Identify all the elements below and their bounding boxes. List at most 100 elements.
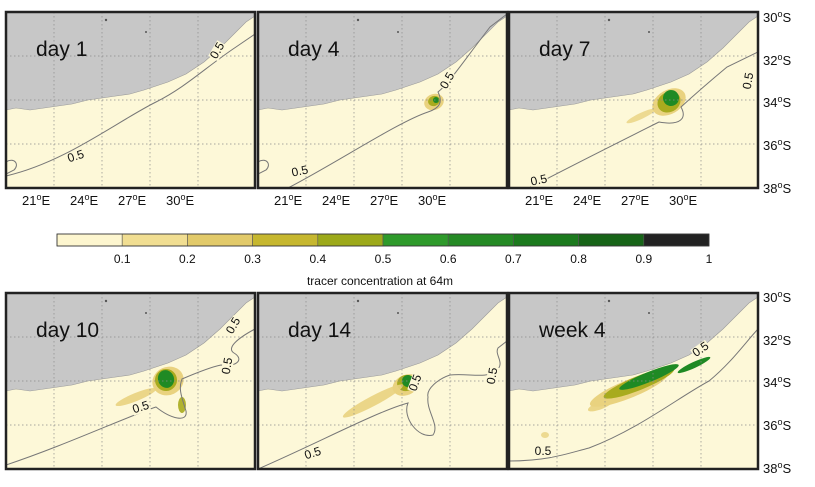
contour-label: 0.5 xyxy=(131,398,152,417)
contour-line xyxy=(287,13,507,188)
land-mass xyxy=(258,12,507,111)
panel-frame xyxy=(507,291,760,471)
island-speck xyxy=(356,18,360,22)
lat-label-top-36: 36oS xyxy=(763,137,791,153)
lon-label-p2-30: 30oE xyxy=(418,192,446,208)
colorbar-segment xyxy=(317,233,384,247)
longitude-labels: 21oE 24oE 27oE 30oE 21oE 24oE 27oE 30oE … xyxy=(22,192,697,208)
panel-frame xyxy=(4,10,257,190)
lon-label-p3-21: 21oE xyxy=(525,192,553,208)
panel-title: day 14 xyxy=(288,319,351,342)
lat-label-top-34: 34oS xyxy=(763,94,791,110)
island-speck xyxy=(648,31,650,33)
lon-label-p3-30: 30oE xyxy=(669,192,697,208)
contour-label: 0.5 xyxy=(740,71,757,90)
latitude-labels: 30oS 32oS 34oS 36oS 38oS 30oS 32oS 34oS … xyxy=(763,9,791,476)
colorbar: 0.1 0.2 0.3 0.4 0.5 0.6 0.7 0.8 0.9 1 xyxy=(56,233,713,266)
contour-label: 0.5 xyxy=(535,444,552,458)
colorbar-segment xyxy=(643,233,710,247)
panel-frame xyxy=(507,10,760,190)
lon-label-p3-27: 27oE xyxy=(621,192,649,208)
tracer-plume xyxy=(663,90,679,106)
tracer-plume xyxy=(677,356,711,374)
panel-title: week 4 xyxy=(538,319,606,342)
lat-label-bottom-36: 36oS xyxy=(763,417,791,433)
panel-title: day 4 xyxy=(288,38,340,61)
lon-label-p3-24: 24oE xyxy=(573,192,601,208)
colorbar-segment xyxy=(513,233,579,247)
tracer-plume xyxy=(157,370,175,388)
map-panel-5: 0.5 0.5 0.5 day 14 xyxy=(256,291,509,471)
panel-frame xyxy=(4,291,257,471)
colorbar-segment xyxy=(252,233,319,247)
lon-label-p1-24: 24oE xyxy=(70,192,98,208)
panel-title: day 1 xyxy=(36,38,87,61)
colorbar-segment xyxy=(382,233,449,247)
colorbar-tick-label: 0.7 xyxy=(505,252,522,266)
tracer-plume xyxy=(342,384,404,418)
land-mass xyxy=(509,293,758,392)
colorbar-tick-label: 0.2 xyxy=(179,252,196,266)
contour-label: 0.5 xyxy=(66,147,87,166)
island-speck xyxy=(356,299,360,303)
island-speck xyxy=(607,299,611,303)
colorbar-tick-label: 1 xyxy=(706,252,713,266)
colorbar-tick-label: 0.4 xyxy=(309,252,326,266)
colorbar-tick-label: 0.6 xyxy=(440,252,457,266)
contour-label: 0.5 xyxy=(529,171,549,188)
lat-label-bottom-34: 34oS xyxy=(763,374,791,390)
land-mass xyxy=(258,293,507,392)
colorbar-segment xyxy=(56,233,123,247)
tracer-plume xyxy=(619,364,679,390)
panel-title: day 7 xyxy=(539,38,590,61)
contour-label: 0.5 xyxy=(406,372,425,393)
contour-line xyxy=(6,328,255,466)
colorbar-tick-label: 0.5 xyxy=(375,252,392,266)
contour-line xyxy=(258,159,269,175)
lon-label-p1-30: 30oE xyxy=(166,192,194,208)
land-mass xyxy=(509,12,758,111)
contour-line xyxy=(6,159,17,175)
lon-label-p1-27: 27oE xyxy=(118,192,146,208)
panel-frame xyxy=(256,10,509,190)
island-speck xyxy=(104,18,108,22)
contour-label: 0.5 xyxy=(303,444,324,463)
colorbar-tick-label: 0.8 xyxy=(570,252,587,266)
lon-label-p2-27: 27oE xyxy=(370,192,398,208)
colorbar-tick-label: 0.1 xyxy=(114,252,131,266)
tracer-plume xyxy=(178,397,186,413)
tracer-plume xyxy=(433,97,439,103)
contour-label: 0.5 xyxy=(290,162,310,179)
contour-label: 0.5 xyxy=(484,366,501,385)
contour-label: 0.5 xyxy=(219,356,236,375)
land-mass xyxy=(6,293,255,392)
colorbar-segment xyxy=(578,233,645,247)
tracer-plume xyxy=(587,398,615,412)
island-speck xyxy=(145,312,147,314)
lat-label-bottom-38: 38oS xyxy=(763,460,791,476)
lat-label-top-38: 38oS xyxy=(763,180,791,196)
panel-title: day 10 xyxy=(36,319,99,342)
tracer-plume xyxy=(541,432,549,438)
panel-frame xyxy=(256,291,509,471)
contour-line xyxy=(6,33,255,177)
tracer-plume xyxy=(626,108,656,124)
lat-label-top-32: 32oS xyxy=(763,52,791,68)
colorbar-segment xyxy=(447,233,514,247)
colorbar-tick-label: 0.3 xyxy=(244,252,261,266)
lat-label-bottom-32: 32oS xyxy=(763,332,791,348)
contour-line xyxy=(509,328,758,462)
island-speck xyxy=(145,31,147,33)
lat-label-top-30: 30oS xyxy=(763,9,791,25)
colorbar-segment xyxy=(187,233,253,247)
island-speck xyxy=(397,31,399,33)
island-speck xyxy=(397,312,399,314)
colorbar-frame xyxy=(56,233,710,247)
colorbar-tick-label: 0.9 xyxy=(635,252,652,266)
